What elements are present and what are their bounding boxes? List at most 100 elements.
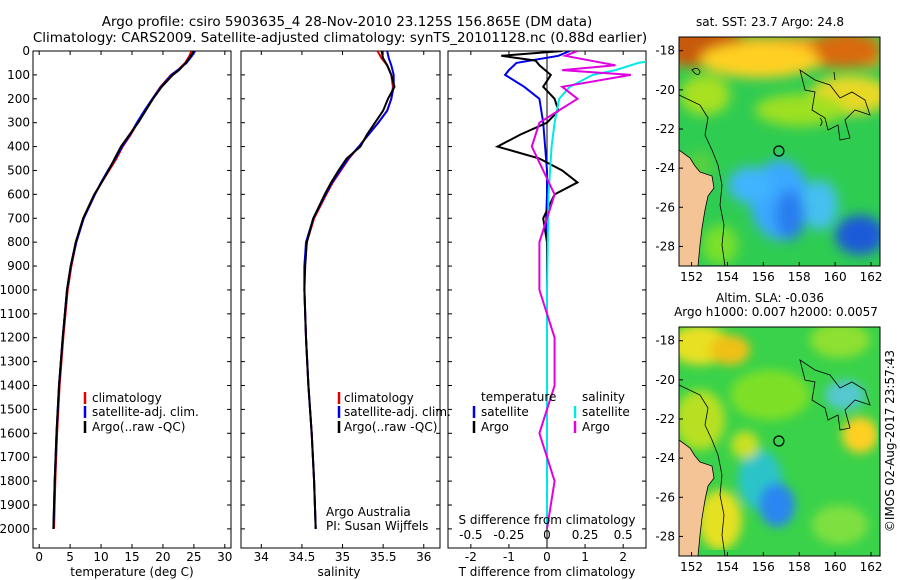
y-tick-label: 900 <box>7 259 30 273</box>
y-tick-label: 1600 <box>0 426 30 440</box>
y-tick-label: 1100 <box>0 307 30 321</box>
legend-label-s-satellite: satellite <box>582 405 630 419</box>
y-tick-label: 1800 <box>0 474 30 488</box>
temperature-series-0 <box>53 51 193 529</box>
map-x-tick-label: 158 <box>788 270 811 284</box>
x-tick-label: 0 <box>543 550 551 564</box>
map-y-tick-label: -28 <box>655 529 675 543</box>
x-tick-label: 5 <box>66 550 74 564</box>
map-x-tick-label: 152 <box>680 560 703 574</box>
y-tick-label: 300 <box>7 116 30 130</box>
y-tick-label: 1200 <box>0 331 30 345</box>
difference-panel: -2 -1 0 1 2 -0.5 -0.25 0 0.25 0.5 T difference fr… <box>447 50 647 579</box>
legend-label-t-satellite: satellite <box>481 405 529 419</box>
x-tick-label: 34.5 <box>289 550 316 564</box>
sla-map-title-line1: Altim. SLA: -0.036 <box>716 291 824 305</box>
temperature-series-2 <box>52 51 195 529</box>
x-tick-label: 2 <box>619 550 627 564</box>
salinity-series-0 <box>303 51 394 529</box>
map-y-tick-label: -18 <box>655 334 675 348</box>
difference-series-0 <box>503 51 571 529</box>
y-tick-label: 1400 <box>0 379 30 393</box>
difference-legend: temperature satellite Argo salinity sate… <box>472 390 630 434</box>
salinity-legend: climatology satellite-adj. clim. Argo(..… <box>337 391 451 434</box>
x-tick-label: 0 <box>35 550 43 564</box>
map-y-tick-label: -28 <box>655 239 675 253</box>
legend-label-argo: Argo(..raw -QC) <box>92 420 185 434</box>
map-x-tick-label: 162 <box>860 560 883 574</box>
x-tick-label: 35 <box>335 550 350 564</box>
sst-map-field <box>679 37 880 266</box>
reef-contour <box>799 69 871 141</box>
sst-map-frame <box>678 36 881 267</box>
temperature-series-1 <box>52 51 196 529</box>
legend-label-t-argo: Argo <box>481 420 509 434</box>
x-tick-label: -1 <box>503 550 515 564</box>
copyright-footer: ©IMOS 02-Aug-2017 23:57:43 <box>883 350 897 532</box>
legend-label-climatology: climatology <box>344 391 414 405</box>
x-tick-label: 10 <box>93 550 108 564</box>
y-tick-label: 200 <box>7 92 30 106</box>
map-y-tick-label: -18 <box>655 44 675 58</box>
x-tick-label: 36 <box>416 550 431 564</box>
bathymetry-contour <box>679 384 726 556</box>
difference-series-2 <box>546 60 646 529</box>
map-y-tick-label: -20 <box>655 373 675 387</box>
y-tick-label: 700 <box>7 211 30 225</box>
figure-title-line1: Argo profile: csiro 5903635_4 28-Nov-201… <box>102 14 593 30</box>
map-y-tick-label: -24 <box>655 161 675 175</box>
coastline-land <box>679 149 715 266</box>
y-tick-label: 500 <box>7 163 30 177</box>
map-x-tick-label: 156 <box>752 270 775 284</box>
s-tick-label: 0.5 <box>614 528 633 542</box>
y-tick-label: 0 <box>22 44 30 58</box>
reef-contour <box>799 359 871 431</box>
argo-position-marker <box>773 435 785 447</box>
sst-map-title: sat. SST: 23.7 Argo: 24.8 <box>696 15 844 29</box>
legend-title-salinity: salinity <box>582 390 625 404</box>
argo-position-marker <box>773 145 785 157</box>
x-tick-label: 15 <box>124 550 139 564</box>
s-tick-label: -0.25 <box>493 528 524 542</box>
salinity-series-2 <box>303 51 396 529</box>
map-y-tick-label: -22 <box>655 412 675 426</box>
sla-map-frame <box>678 326 881 557</box>
y-tick-label: 1500 <box>0 402 30 416</box>
map-x-tick-label: 162 <box>860 270 883 284</box>
difference-x-axis-label: T difference from climatology <box>458 565 636 579</box>
map-x-tick-label: 158 <box>788 560 811 574</box>
map-y-tick-label: -26 <box>655 200 675 214</box>
x-tick-label: 30 <box>217 550 232 564</box>
y-tick-label: 1000 <box>0 283 30 297</box>
x-tick-label: 34 <box>254 550 269 564</box>
legend-label-argo: Argo(..raw -QC) <box>344 420 437 434</box>
salinity-x-axis-label: salinity <box>317 565 360 579</box>
salinity-annotation-line2: PI: Susan Wijffels <box>326 519 428 533</box>
temperature-x-axis-label: temperature (deg C) <box>70 565 193 579</box>
difference-series-3 <box>530 51 631 530</box>
legend-label-s-argo: Argo <box>582 420 610 434</box>
legend-label-satellite: satellite-adj. clim. <box>92 405 199 419</box>
map-x-tick-label: 154 <box>716 270 739 284</box>
s-tick-label: 0.25 <box>572 528 599 542</box>
legend-label-climatology: climatology <box>92 391 162 405</box>
s-tick-label: -0.5 <box>459 528 482 542</box>
map-y-tick-label: -26 <box>655 490 675 504</box>
map-x-tick-label: 152 <box>680 270 703 284</box>
x-tick-label: 20 <box>155 550 170 564</box>
sla-map-title-line2: Argo h1000: 0.007 h2000: 0.0057 <box>674 305 878 319</box>
salinity-panel: 34 34.5 35 35.5 36 salinity climatology sate… <box>240 50 451 579</box>
sla-map-panel: Altim. SLA: -0.036 Argo h1000: 0.007 h20… <box>655 291 882 574</box>
y-tick-label: 1700 <box>0 450 30 464</box>
temperature-panel: 0 5 10 15 20 25 300100200300400500600700800900… <box>0 44 232 579</box>
y-tick-label: 1900 <box>0 498 30 512</box>
map-x-tick-label: 154 <box>716 560 739 574</box>
sst-map-panel: sat. SST: 23.7 Argo: 24.8 <box>655 15 883 284</box>
y-tick-label: 1300 <box>0 355 30 369</box>
x-tick-label: 35.5 <box>370 550 397 564</box>
x-tick-label: -2 <box>465 550 477 564</box>
map-y-tick-label: -24 <box>655 451 675 465</box>
salinity-annotation-line1: Argo Australia <box>326 505 411 519</box>
y-tick-label: 400 <box>7 140 30 154</box>
